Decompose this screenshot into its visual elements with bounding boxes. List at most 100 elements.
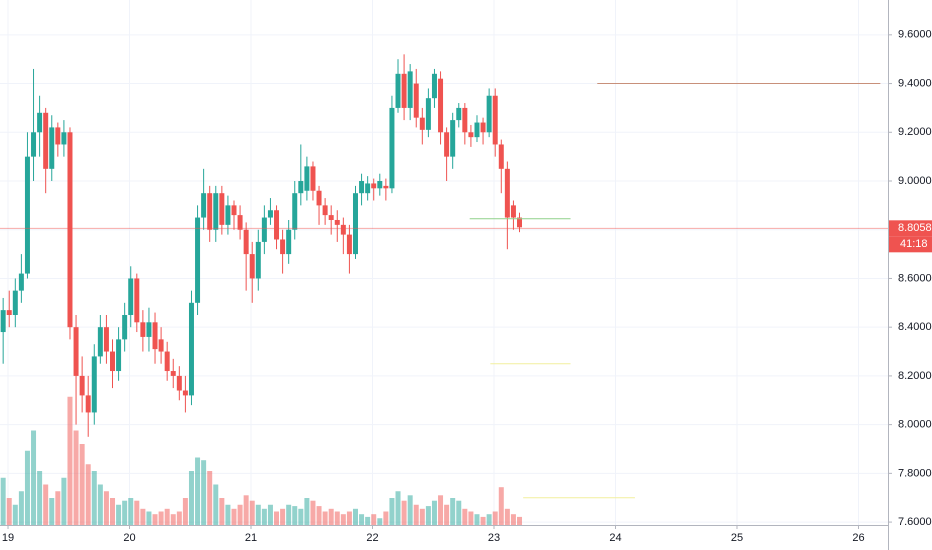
candle-body [322, 205, 328, 216]
volume-bar [201, 460, 207, 525]
y-tick-label: 7.8000 [898, 467, 932, 479]
candle-body [67, 132, 73, 328]
volume-bar [274, 511, 280, 525]
candle-body [292, 193, 298, 230]
candle-body [219, 193, 225, 225]
volume-bar [24, 450, 30, 525]
candle-body [486, 95, 492, 133]
candle-body [73, 327, 79, 376]
candle-body [140, 322, 146, 337]
volume-bar [468, 511, 474, 525]
volume-bar [419, 508, 425, 525]
volume-bar [110, 498, 116, 525]
countdown-label: 41:18 [900, 238, 928, 250]
volume-bar [176, 511, 182, 525]
volume-bar [116, 504, 122, 525]
volume-bar [55, 491, 61, 525]
volume-bar [255, 504, 261, 525]
candle-body [182, 390, 188, 396]
volume-bar [413, 504, 419, 525]
candle-body [0, 310, 6, 333]
candle-body [255, 241, 261, 279]
volume-bar [492, 511, 498, 525]
volume-bar [486, 514, 492, 525]
y-tick-label: 8.2000 [898, 370, 932, 382]
candle-body [517, 217, 523, 228]
volume-bar [371, 514, 377, 525]
volume-bar [444, 504, 450, 525]
volume-bar [31, 430, 37, 525]
volume-bar [438, 495, 444, 525]
volume-bar [122, 500, 128, 525]
volume-bar [346, 511, 352, 525]
volume-bar [286, 504, 292, 525]
candle-body [61, 132, 67, 145]
volume-bar [298, 508, 304, 525]
volume-bar [450, 498, 456, 525]
volume-bar [340, 514, 346, 525]
volume-bar [37, 471, 43, 525]
candle-body [419, 117, 425, 130]
volume-bar [249, 500, 255, 525]
x-tick-label: 20 [123, 532, 135, 544]
volume-bar [164, 508, 170, 525]
volume-bar [91, 471, 97, 525]
countdown-box [889, 236, 932, 253]
volume-bar [425, 506, 431, 525]
candle-body [261, 217, 267, 242]
candle-body [304, 166, 310, 191]
candle-body [134, 278, 140, 323]
candle-body [462, 107, 468, 133]
candle-body [280, 239, 286, 255]
volume-bar [322, 511, 328, 525]
candle-body [116, 339, 122, 372]
y-tick-label: 9.0000 [898, 175, 932, 187]
volume-bar [103, 491, 109, 525]
volume-bar [237, 504, 243, 525]
candle-body [438, 78, 444, 133]
candle-body [413, 83, 419, 118]
candle-body [12, 290, 18, 315]
candle-body [201, 193, 207, 218]
volume-bar [504, 508, 510, 525]
x-tick-label: 24 [609, 532, 621, 544]
candle-body [195, 217, 201, 303]
candle-body [498, 144, 504, 169]
x-tick-label: 23 [488, 532, 500, 544]
candle-body [510, 205, 516, 218]
volume-bar [195, 457, 201, 525]
candle-body [352, 193, 358, 255]
volume-bar [225, 504, 231, 525]
candle-body [316, 190, 322, 206]
candle-body [474, 122, 480, 138]
volume-bar [480, 516, 486, 525]
candle-body [504, 168, 510, 218]
volume-bar [383, 511, 389, 525]
volume-bar [18, 491, 24, 525]
candle-body [128, 278, 134, 315]
candle-body [456, 107, 462, 121]
candle-body [377, 181, 383, 189]
volume-bar [474, 514, 480, 525]
candle-body [480, 122, 486, 133]
candle-body [401, 73, 407, 108]
candle-body [249, 254, 255, 279]
candle-body [340, 224, 346, 235]
volume-bar [79, 444, 85, 525]
volume-bar [395, 491, 401, 525]
volume-bar [328, 508, 334, 525]
volume-bar [280, 508, 286, 525]
volume-bar [377, 518, 383, 525]
y-tick-label: 8.4000 [898, 321, 932, 333]
volume-bar [401, 500, 407, 525]
candle-body [158, 339, 164, 352]
candle-body [298, 181, 304, 194]
volume-bar [61, 477, 67, 525]
volume-bar [158, 511, 164, 525]
candle-body [365, 183, 371, 194]
volume-bar [243, 495, 249, 525]
volume-bar [134, 500, 140, 525]
candle-body [55, 127, 61, 145]
candle-body [450, 120, 456, 157]
volume-bar [0, 477, 6, 525]
